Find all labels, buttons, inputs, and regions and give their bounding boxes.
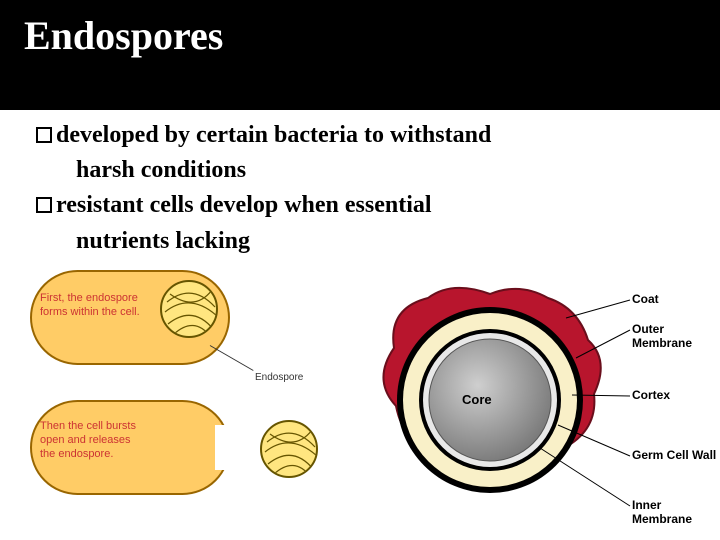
caption-1-l2: forms within the cell. — [40, 306, 140, 318]
slide-header: Endospores — [0, 0, 720, 110]
caption-2-l3: the endospore. — [40, 448, 113, 460]
bullet-list: developed by certain bacteria to withsta… — [36, 120, 684, 261]
coat-label: Coat — [632, 292, 659, 306]
core-label: Core — [462, 392, 492, 407]
inner-membrane-label: Inner Membrane — [632, 498, 720, 526]
endospore-released — [260, 420, 318, 478]
bullet-2-cont: nutrients lacking — [76, 226, 684, 257]
burst-opening — [215, 425, 245, 470]
bullet-1: developed by certain bacteria to withsta… — [36, 120, 684, 151]
endospore-label: Endospore — [255, 372, 303, 383]
leader-line — [210, 345, 254, 371]
outer-membrane-label: Outer Membrane — [632, 322, 720, 350]
slide-title: Endospores — [24, 12, 696, 59]
diagram-row: First, the endospore forms within the ce… — [0, 260, 720, 540]
caption-2-l2: open and releases — [40, 434, 131, 446]
endospore-inside-cell — [160, 280, 218, 338]
bullet-2-lead: resistant — [56, 192, 144, 218]
cross-section-diagram: Core Coat Outer Membrane Cortex Germ Cel… — [340, 260, 720, 540]
bullet-1-rest: by certain bacteria to withstand — [159, 122, 492, 148]
formation-diagram: First, the endospore forms within the ce… — [0, 260, 340, 540]
caption-1: First, the endospore forms within the ce… — [40, 292, 160, 320]
bullet-2-rest: cells develop when essential — [144, 192, 432, 218]
caption-1-l1: First, the endospore — [40, 292, 138, 304]
germ-cell-wall-label: Germ Cell Wall — [632, 448, 716, 462]
caption-2: Then the cell bursts open and releases t… — [40, 420, 160, 461]
bullet-square-icon — [36, 127, 52, 143]
bullet-square-icon — [36, 197, 52, 213]
bullet-1-lead: developed — [56, 122, 159, 148]
caption-2-l1: Then the cell bursts — [40, 420, 136, 432]
cortex-label: Cortex — [632, 388, 670, 402]
bullet-1-cont: harsh conditions — [76, 155, 684, 186]
bullet-2: resistant cells develop when essential — [36, 190, 684, 221]
